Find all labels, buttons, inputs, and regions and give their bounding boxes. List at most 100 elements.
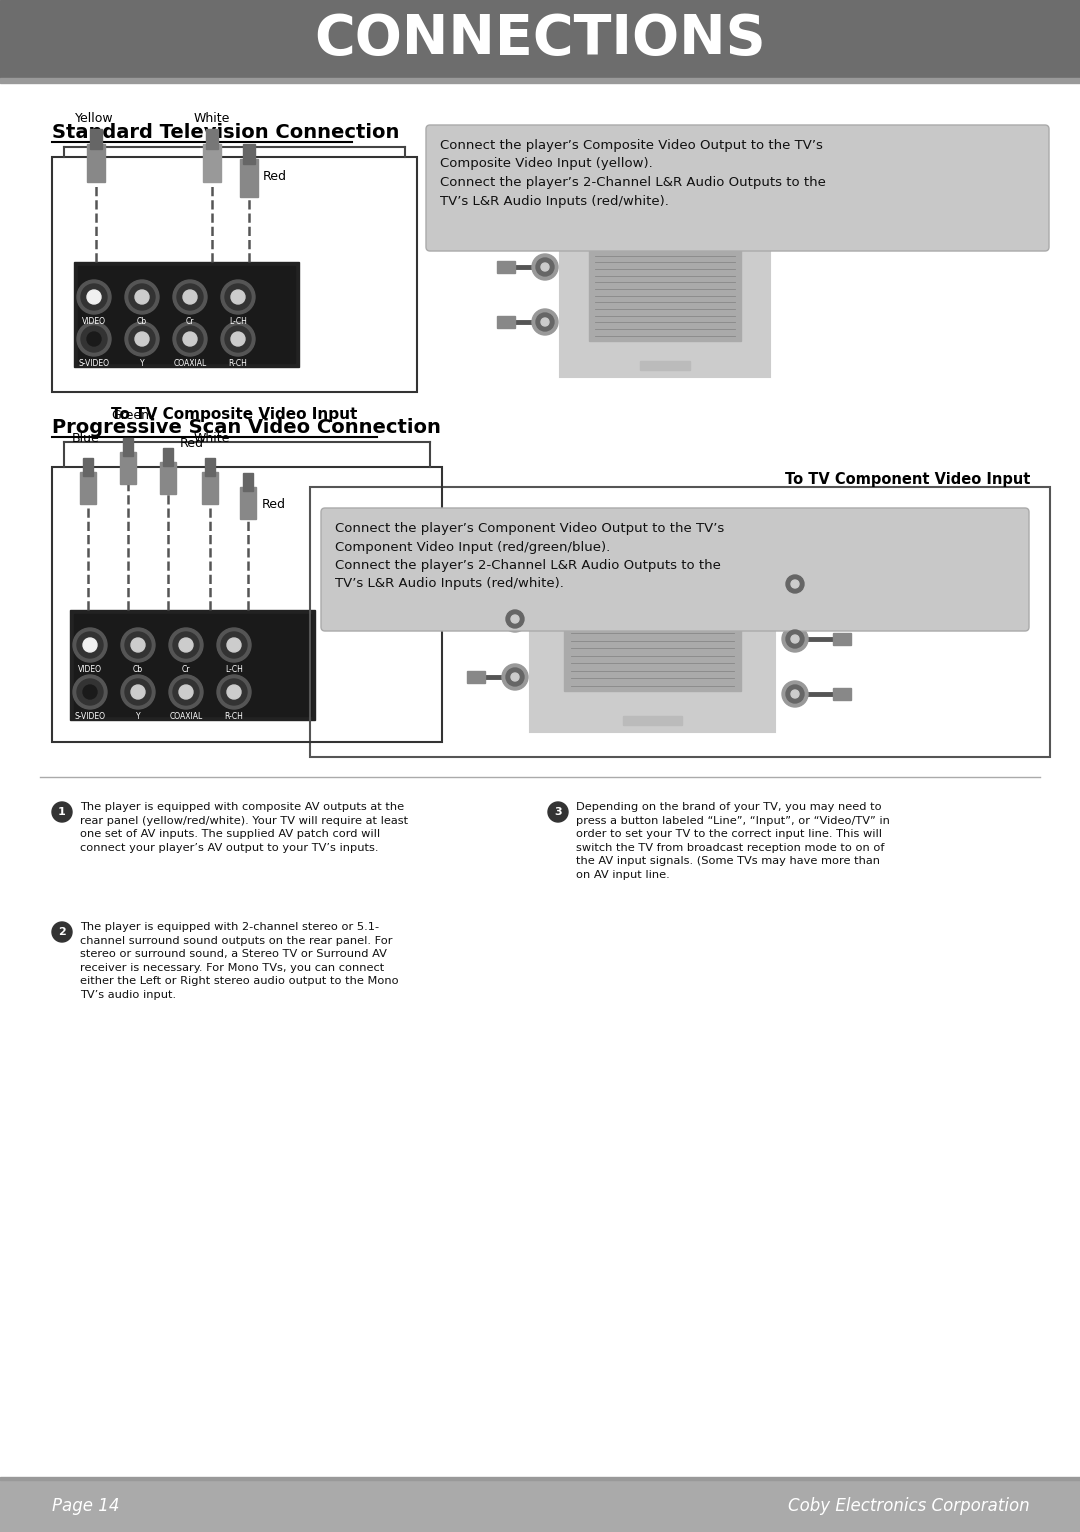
Bar <box>497 260 515 273</box>
Text: VIDEO: VIDEO <box>78 665 102 674</box>
Text: Connect the player’s Component Video Output to the TV’s
Component Video Input (r: Connect the player’s Component Video Out… <box>335 522 725 590</box>
Circle shape <box>786 685 804 703</box>
Circle shape <box>168 628 203 662</box>
Circle shape <box>131 637 145 653</box>
Text: Green: Green <box>111 409 149 421</box>
Circle shape <box>536 257 554 276</box>
Bar <box>80 472 96 504</box>
Text: White: White <box>193 432 230 444</box>
Circle shape <box>511 614 519 624</box>
Text: R-CH: R-CH <box>229 358 247 368</box>
Text: L-CH: L-CH <box>229 317 247 326</box>
Circle shape <box>786 574 804 593</box>
Text: Y: Y <box>139 358 145 368</box>
Bar <box>75 614 311 715</box>
Circle shape <box>52 922 72 942</box>
Bar <box>639 362 690 371</box>
Circle shape <box>173 633 199 659</box>
Text: R-CH: R-CH <box>225 712 243 722</box>
Text: Yellow: Yellow <box>75 112 113 126</box>
Bar <box>0 0 1080 78</box>
Circle shape <box>217 628 251 662</box>
Circle shape <box>135 290 149 303</box>
Text: CONNECTIONS: CONNECTIONS <box>314 12 766 66</box>
Text: To TV Component Video Input: To TV Component Video Input <box>785 472 1030 487</box>
Text: Depending on the brand of your TV, you may need to
press a button labeled “Line”: Depending on the brand of your TV, you m… <box>576 801 890 879</box>
Bar <box>83 458 93 476</box>
Circle shape <box>179 685 193 699</box>
Circle shape <box>129 326 156 352</box>
Circle shape <box>532 254 558 280</box>
Circle shape <box>121 628 156 662</box>
Bar <box>123 438 133 457</box>
Bar <box>202 472 218 504</box>
Bar <box>160 463 176 493</box>
Text: Red: Red <box>264 170 287 184</box>
Circle shape <box>177 283 203 309</box>
Bar <box>0 1480 1080 1532</box>
Circle shape <box>221 280 255 314</box>
Text: Cb: Cb <box>133 665 143 674</box>
Text: To TV Composite Video Input: To TV Composite Video Input <box>111 408 357 421</box>
Text: Cb: Cb <box>137 317 147 326</box>
Bar <box>87 144 105 182</box>
Circle shape <box>179 637 193 653</box>
Text: Red: Red <box>180 437 204 450</box>
Bar <box>163 447 173 466</box>
Text: Page 14: Page 14 <box>52 1497 120 1515</box>
Circle shape <box>541 264 549 271</box>
Text: Coby Electronics Corporation: Coby Electronics Corporation <box>788 1497 1030 1515</box>
Bar <box>590 239 741 340</box>
Circle shape <box>221 322 255 355</box>
Bar <box>206 129 218 149</box>
Text: S-VIDEO: S-VIDEO <box>75 712 106 722</box>
Circle shape <box>541 319 549 326</box>
Circle shape <box>177 326 203 352</box>
Text: VIDEO: VIDEO <box>82 317 106 326</box>
Circle shape <box>782 682 808 706</box>
Circle shape <box>791 689 799 699</box>
Bar <box>203 144 221 182</box>
Bar <box>240 159 258 198</box>
Bar <box>120 452 136 484</box>
Text: Blue: Blue <box>72 432 99 444</box>
Circle shape <box>87 332 102 346</box>
Text: COAXIAL: COAXIAL <box>170 712 203 722</box>
Bar <box>530 547 775 732</box>
Bar <box>833 633 851 645</box>
Circle shape <box>83 685 97 699</box>
Text: The player is equipped with 2-channel stereo or 5.1-
channel surround sound outp: The player is equipped with 2-channel st… <box>80 922 399 1000</box>
Bar <box>467 671 485 683</box>
Circle shape <box>511 673 519 682</box>
Bar <box>0 78 1080 83</box>
Circle shape <box>173 322 207 355</box>
Bar <box>90 129 102 149</box>
Circle shape <box>81 283 107 309</box>
Text: 2: 2 <box>58 927 66 938</box>
Text: Progressive Scan Video Connection: Progressive Scan Video Connection <box>52 418 441 437</box>
Circle shape <box>786 630 804 648</box>
Circle shape <box>231 290 245 303</box>
Circle shape <box>791 581 799 588</box>
Text: Y: Y <box>136 712 140 722</box>
Circle shape <box>532 309 558 336</box>
Circle shape <box>87 290 102 303</box>
Circle shape <box>227 637 241 653</box>
Bar <box>240 487 256 519</box>
FancyBboxPatch shape <box>321 509 1029 631</box>
Bar <box>52 156 417 392</box>
Circle shape <box>782 627 808 653</box>
Bar <box>243 144 255 164</box>
Text: Connect the player’s Composite Video Output to the TV’s
Composite Video Input (y: Connect the player’s Composite Video Out… <box>440 139 826 207</box>
Circle shape <box>507 610 524 628</box>
Text: COAXIAL: COAXIAL <box>174 358 206 368</box>
Text: Standard Television Connection: Standard Television Connection <box>52 123 400 142</box>
Text: L-CH: L-CH <box>225 665 243 674</box>
Circle shape <box>52 801 72 823</box>
Circle shape <box>83 637 97 653</box>
Circle shape <box>121 676 156 709</box>
Circle shape <box>217 676 251 709</box>
Bar <box>833 688 851 700</box>
Circle shape <box>77 679 103 705</box>
Circle shape <box>77 633 103 659</box>
